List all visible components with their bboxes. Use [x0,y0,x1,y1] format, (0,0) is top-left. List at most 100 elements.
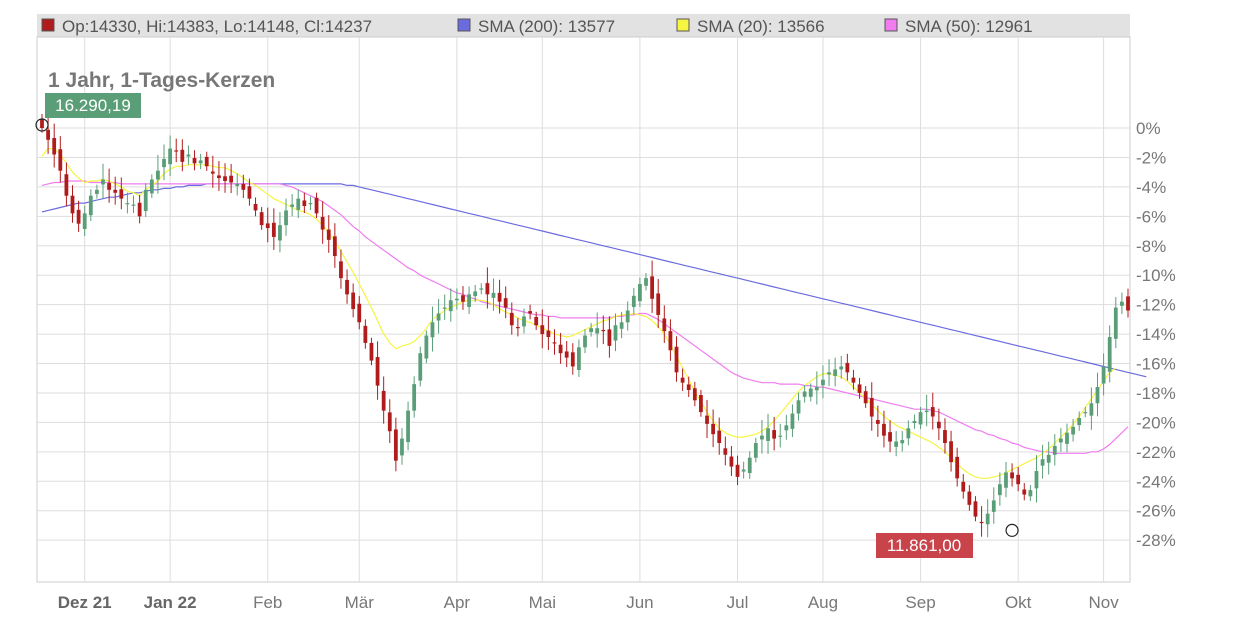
candle-body [400,438,404,456]
candle-body [82,213,87,229]
candle-body [997,484,1002,496]
candle-body [174,150,179,152]
candle-body [491,292,496,298]
candle-body [271,222,276,237]
candle-body [88,195,93,216]
candle-body [278,225,282,241]
candle-body [332,236,337,257]
candle-body [796,400,801,414]
candle-body [467,294,471,307]
candle-body [1028,490,1033,497]
candle-body [375,357,380,386]
candle-body [772,430,777,439]
chart-title: 1 Jahr, 1-Tages-Kerzen [48,69,275,92]
candle-body [753,443,758,458]
y-tick-label: -2% [1136,148,1166,167]
candle-body [802,391,807,397]
y-tick-label: -18% [1136,384,1176,403]
candle-body [284,210,288,226]
candle-body [930,407,935,417]
y-tick-label: -8% [1136,237,1166,256]
y-axis: 0% -2% -4% -6% -8% -10% -12% -14% -16% -18% -20% -2… [1136,119,1176,550]
legend-swatch-ohlc [41,18,55,32]
candle-body [1065,432,1069,444]
candle-body [149,179,154,194]
candle-body [52,138,57,155]
candle-body [650,276,655,299]
x-tick-label: Jun [626,593,653,612]
candle-body [1095,387,1100,404]
candle-body [180,149,185,162]
y-tick-label: -10% [1136,266,1176,285]
candle-body [906,428,911,439]
candle-body [442,307,447,309]
candle-body [406,410,410,443]
candle-body [1120,301,1124,306]
candle-body [522,316,526,327]
candle-body [1004,472,1008,488]
candle-body [393,429,398,461]
candles [40,114,1130,538]
high-badge [45,93,141,118]
candle-body [314,197,319,214]
candle-body [290,204,295,207]
x-tick-label: Nov [1088,593,1119,612]
candle-body [259,212,264,226]
candle-body [64,174,69,196]
extreme-markers: 16.290,19 11.861,00 [35,93,1019,558]
candle-body [631,295,636,307]
candle-body [729,456,734,467]
candle-body [143,189,148,212]
candle-body [735,464,740,477]
candle-body [674,346,679,373]
candle-body [778,435,783,437]
y-tick-label: -6% [1136,207,1166,226]
candle-body [747,457,752,474]
candle-body [656,293,661,315]
candle-body [131,204,136,206]
candle-body [247,186,252,199]
candle-body [1083,412,1088,414]
candle-body [888,432,892,442]
candle-body [296,198,301,210]
candle-body [1101,366,1106,384]
candle-body [76,209,81,224]
candle-body [595,328,600,334]
candle-body [1077,417,1082,426]
candle-body [253,203,258,211]
sma-lines [41,148,1147,479]
candle-body [387,412,392,432]
candle-body [570,352,575,367]
candle-body [918,412,923,425]
candle-body [70,195,75,214]
candle-body [497,292,502,302]
low-badge-label: 11.861,00 [887,536,961,555]
y-tick-label: -16% [1136,355,1176,374]
candle-body [46,129,50,140]
candle-body [680,377,685,383]
candle-body [448,300,453,312]
candle-body [784,425,789,431]
candle-body [1010,472,1014,479]
candle-body [552,342,557,344]
candle-body [625,310,630,323]
candle-body [869,397,874,417]
candle-body [210,171,215,174]
candle-body [961,481,966,492]
candle-body [839,366,844,370]
candle-body [40,119,44,128]
candle-body [119,189,124,199]
candle-body [814,387,819,391]
candle-body [528,311,532,314]
candle-body [924,410,929,413]
candle-body [601,329,606,332]
candle-body [113,189,118,193]
legend: Op:14330, Hi:14383, Lo:14148, Cl:14237 S… [41,17,1033,36]
candle-body [326,229,331,240]
legend-bar [37,14,1130,37]
high-marker [35,118,49,132]
candle-body [125,203,130,205]
legend-sma20: SMA (20): 13566 [697,17,825,36]
candle-body [558,344,563,354]
candle-body [943,430,947,444]
